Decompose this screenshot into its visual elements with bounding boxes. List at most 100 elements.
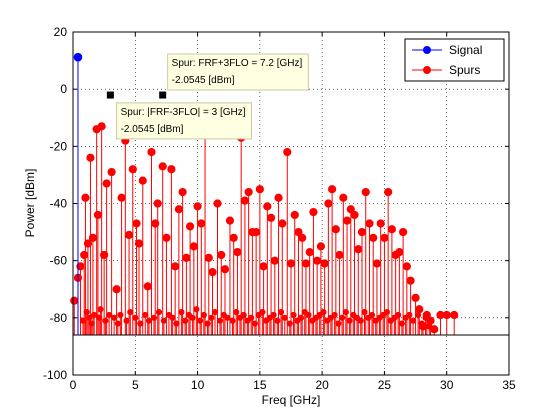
spur-marker — [153, 199, 162, 208]
datatip-line2: -2.0545 [dBm] — [172, 75, 235, 86]
floor-spur-marker — [111, 314, 118, 321]
spur-marker — [411, 293, 420, 302]
spur-marker — [81, 193, 90, 202]
spur-stems — [73, 126, 455, 335]
floor-spur-marker — [357, 317, 364, 324]
x-axis-label: Freq [GHz] — [262, 393, 321, 407]
datatips: Spur: FRF+3FLO = 7.2 [GHz]-2.0545 [dBm]S… — [106, 53, 309, 140]
spur-marker — [406, 276, 415, 285]
spur-marker — [107, 167, 116, 177]
floor-spur-marker — [406, 311, 413, 319]
legend-signal-marker — [423, 46, 431, 54]
y-tick-label: -100 — [43, 368, 67, 382]
floor-spur-marker — [277, 309, 285, 316]
spur-marker — [124, 230, 134, 240]
y-tick-label: -40 — [50, 197, 68, 211]
datatip-marker — [106, 91, 114, 99]
floor-spur-marker — [200, 311, 207, 319]
spur-marker — [402, 262, 411, 271]
spur-marker — [342, 216, 352, 225]
floor-spur-marker — [290, 311, 297, 319]
x-tick-label: 15 — [253, 378, 267, 392]
floor-spur-marker — [224, 314, 231, 321]
spur-marker — [80, 250, 89, 260]
spur-marker — [294, 227, 303, 237]
spur-marker — [76, 262, 85, 271]
floor-spur-marker — [204, 320, 211, 327]
spur-marker — [70, 296, 79, 305]
floor-spur-marker — [320, 309, 327, 316]
y-tick-label: -20 — [50, 139, 68, 153]
spur-marker — [167, 165, 176, 174]
spur-marker — [185, 222, 195, 231]
spur-marker — [350, 210, 359, 220]
legend-spurs-marker — [423, 66, 431, 74]
spur-markers — [70, 122, 459, 334]
spur-marker — [134, 239, 144, 248]
floor-spur-marker — [102, 317, 109, 324]
datatip-line2: -2.0545 [dBm] — [121, 124, 184, 135]
floor-spur-marker — [270, 311, 277, 319]
spur-marker — [328, 185, 337, 194]
floor-spur-marker — [259, 309, 266, 316]
spur-marker — [225, 216, 235, 225]
floor-spur-marker — [79, 317, 87, 324]
y-tick-label: 20 — [54, 25, 68, 39]
spur-marker — [290, 210, 299, 220]
floor-spur-marker — [106, 311, 113, 319]
spur-marker — [418, 322, 428, 331]
spur-marker — [320, 259, 329, 268]
floor-spurs — [79, 306, 433, 335]
floor-spur-marker — [342, 309, 349, 316]
spur-marker — [395, 247, 404, 257]
floor-spur-marker — [281, 314, 288, 321]
floor-spur-marker — [297, 314, 305, 321]
floor-spur-marker — [132, 314, 139, 321]
spur-marker — [426, 316, 435, 325]
x-tick-label: 25 — [378, 378, 392, 392]
spur-marker — [86, 153, 95, 162]
x-tick-label: 0 — [70, 378, 77, 392]
spur-marker — [346, 205, 355, 214]
spur-marker — [365, 219, 374, 228]
datatip-line1: Spur: FRF+3FLO = 7.2 [GHz] — [172, 58, 303, 69]
spur-marker — [189, 242, 198, 251]
spur-marker — [112, 285, 121, 294]
spur-marker — [450, 310, 459, 320]
spur-marker — [316, 242, 325, 251]
spur-marker — [213, 199, 222, 208]
legend: Signal Spurs — [404, 38, 505, 82]
spur-marker — [97, 122, 106, 131]
spur-marker — [83, 239, 93, 248]
floor-spur-marker — [229, 317, 236, 324]
floor-spur-marker — [150, 314, 158, 321]
floor-spur-marker — [368, 311, 376, 319]
spur-marker — [266, 213, 276, 222]
spur-marker — [430, 325, 439, 334]
legend-signal-label: Signal — [449, 43, 482, 57]
datatip-box — [167, 53, 309, 91]
spur-marker — [387, 225, 397, 234]
floor-spur-marker — [398, 320, 405, 327]
floor-spur-marker — [114, 320, 121, 327]
floor-spur-marker — [240, 311, 247, 319]
spur-marker — [217, 250, 226, 260]
floor-spur-marker — [383, 309, 391, 316]
spur-marker — [298, 233, 307, 242]
floor-spur-marker — [145, 317, 153, 324]
floor-spur-marker — [211, 309, 219, 316]
spur-marker — [259, 262, 268, 271]
floor-spur-marker — [193, 306, 200, 313]
floor-spur-marker — [137, 320, 144, 327]
floor-spur-marker — [155, 309, 163, 316]
spur-marker — [147, 147, 156, 157]
spur-marker — [252, 227, 261, 237]
spur-marker — [442, 310, 451, 320]
spur-marker — [100, 250, 109, 260]
datatip-box — [116, 102, 253, 140]
floor-spur-marker — [338, 314, 346, 321]
spur-marker — [102, 179, 111, 188]
spur-marker — [93, 210, 103, 220]
spur-marker — [220, 265, 230, 274]
